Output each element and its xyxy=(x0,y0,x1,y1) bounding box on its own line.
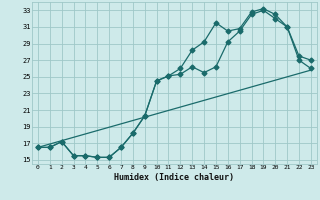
X-axis label: Humidex (Indice chaleur): Humidex (Indice chaleur) xyxy=(115,173,234,182)
